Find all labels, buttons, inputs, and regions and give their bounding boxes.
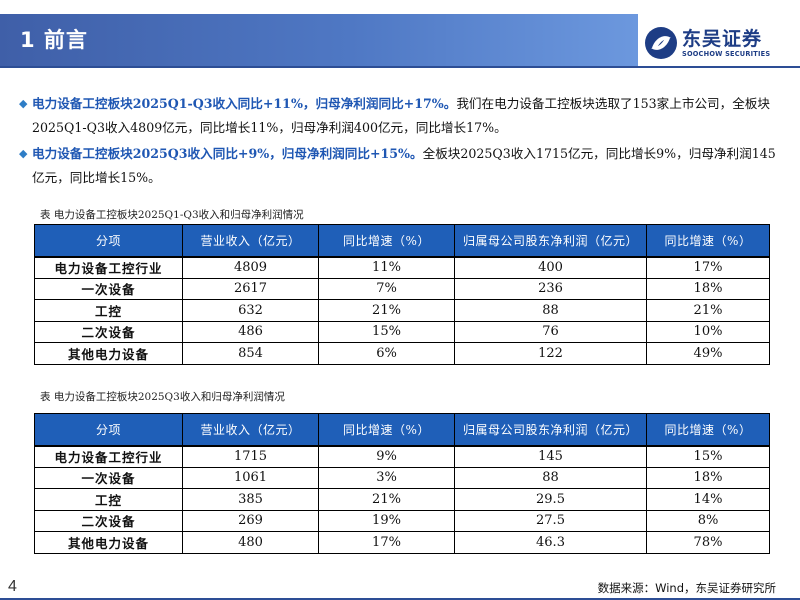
table-cell: 122 (454, 342, 647, 365)
page-title: 1 前言 (20, 28, 88, 52)
table-row: 二次设备 486 15% 76 10% (34, 320, 770, 343)
table-cell: 236 (454, 277, 647, 300)
page-number: 4 (8, 578, 17, 595)
table-cell: 78% (646, 531, 770, 554)
table-cell: 17% (646, 255, 770, 279)
header-cell: 同比增速（%） (646, 224, 770, 257)
table-cell: 18% (646, 277, 770, 300)
header-cell: 同比增速（%） (318, 413, 455, 446)
table-cell: 二次设备 (34, 509, 183, 532)
header-cell: 分项 (34, 413, 183, 446)
table-cell: 486 (182, 320, 319, 343)
table-cell: 27.5 (454, 509, 647, 532)
table-cell: 88 (454, 466, 647, 489)
table-row: 其他电力设备 854 6% 122 49% (34, 342, 770, 365)
bullet-point: ◆ 电力设备工控板块2025Q1-Q3收入同比+11%，归母净利润同比+17%。… (19, 92, 784, 140)
table-header-row: 分项 营业收入（亿元） 同比增速（%） 归属母公司股东净利润（亿元） 同比增速（… (34, 224, 770, 257)
table-cell: 21% (318, 488, 455, 511)
revenue-table-q1-q3: 分项 营业收入（亿元） 同比增速（%） 归属母公司股东净利润（亿元） 同比增速（… (34, 224, 770, 365)
table-cell: 其他电力设备 (34, 531, 183, 554)
table-caption: 表 电力设备工控板块2025Q1-Q3收入和归母净利润情况 (40, 209, 304, 221)
table-cell: 14% (646, 488, 770, 511)
table-cell: 19% (318, 509, 455, 532)
table-cell: 二次设备 (34, 320, 183, 343)
soochow-logo-icon (645, 27, 677, 59)
table-cell: 工控 (34, 299, 183, 322)
header-cell: 营业收入（亿元） (182, 413, 319, 446)
table-cell: 10% (646, 320, 770, 343)
bullet-text: 我们在电力设备工控板块选取了153家上市公司，全板块2025Q1-Q3收入480… (32, 96, 771, 135)
table-cell: 29.5 (454, 488, 647, 511)
table-cell: 1715 (182, 444, 319, 468)
table-cell: 一次设备 (34, 277, 183, 300)
table-cell: 工控 (34, 488, 183, 511)
table-cell: 385 (182, 488, 319, 511)
table-cell: 7% (318, 277, 455, 300)
bullet-lead: 电力设备工控板块2025Q3收入同比+9%，归母净利润同比+15%。 (32, 146, 423, 161)
logo-text-cn: 东吴证券 (682, 28, 763, 50)
table-cell: 1061 (182, 466, 319, 489)
table-row: 工控 632 21% 88 21% (34, 299, 770, 322)
table-cell: 9% (318, 444, 455, 468)
table-header-row: 分项 营业收入（亿元） 同比增速（%） 归属母公司股东净利润（亿元） 同比增速（… (34, 413, 770, 446)
logo-text-en: SOOCHOW SECURITIES (682, 50, 771, 58)
table-cell: 400 (454, 255, 647, 279)
bullet-text: 全板块2025Q3收入1715亿元，同比增长9%，归母净利润145亿元，同比增长… (32, 146, 776, 185)
revenue-table-q3: 分项 营业收入（亿元） 同比增速（%） 归属母公司股东净利润（亿元） 同比增速（… (34, 413, 770, 554)
table-cell: 854 (182, 342, 319, 365)
header-cell: 营业收入（亿元） (182, 224, 319, 257)
data-source: 数据来源：Wind，东吴证券研究所 (597, 581, 776, 595)
table-cell: 15% (646, 444, 770, 468)
diamond-bullet-icon: ◆ (19, 147, 28, 160)
table-cell: 8% (646, 509, 770, 532)
table-cell: 18% (646, 466, 770, 489)
table-cell: 46.3 (454, 531, 647, 554)
table-cell: 15% (318, 320, 455, 343)
bullet-lead: 电力设备工控板块2025Q1-Q3收入同比+11%，归母净利润同比+17%。 (32, 96, 457, 111)
header-bar (0, 14, 638, 66)
table-cell: 电力设备工控行业 (34, 255, 183, 279)
table-row: 一次设备 1061 3% 88 18% (34, 466, 770, 489)
diamond-bullet-icon: ◆ (19, 97, 28, 110)
table-row: 其他电力设备 480 17% 46.3 78% (34, 531, 770, 554)
table-cell: 17% (318, 531, 455, 554)
table-cell: 145 (454, 444, 647, 468)
table-cell: 269 (182, 509, 319, 532)
table-cell: 632 (182, 299, 319, 322)
bullet-point: ◆ 电力设备工控板块2025Q3收入同比+9%，归母净利润同比+15%。全板块2… (19, 142, 784, 190)
table-cell: 6% (318, 342, 455, 365)
footer-divider (0, 598, 800, 600)
table-cell: 电力设备工控行业 (34, 444, 183, 468)
header-cell: 归属母公司股东净利润（亿元） (454, 413, 647, 446)
header-cell: 分项 (34, 224, 183, 257)
table-row: 工控 385 21% 29.5 14% (34, 488, 770, 511)
table-cell: 21% (646, 299, 770, 322)
table-cell: 4809 (182, 255, 319, 279)
table-caption: 表 电力设备工控板块2025Q3收入和归母净利润情况 (40, 391, 285, 403)
table-cell: 一次设备 (34, 466, 183, 489)
header-cell: 同比增速（%） (646, 413, 770, 446)
table-cell: 11% (318, 255, 455, 279)
header-cell: 同比增速（%） (318, 224, 455, 257)
company-logo: 东吴证券 SOOCHOW SECURITIES (644, 24, 794, 64)
table-cell: 49% (646, 342, 770, 365)
table-row: 电力设备工控行业 4809 11% 400 17% (34, 255, 770, 279)
table-cell: 76 (454, 320, 647, 343)
header-cell: 归属母公司股东净利润（亿元） (454, 224, 647, 257)
table-cell: 88 (454, 299, 647, 322)
table-row: 二次设备 269 19% 27.5 8% (34, 509, 770, 532)
table-cell: 其他电力设备 (34, 342, 183, 365)
table-cell: 21% (318, 299, 455, 322)
header-divider (0, 66, 800, 68)
table-cell: 3% (318, 466, 455, 489)
table-row: 电力设备工控行业 1715 9% 145 15% (34, 444, 770, 468)
table-cell: 2617 (182, 277, 319, 300)
table-cell: 480 (182, 531, 319, 554)
table-row: 一次设备 2617 7% 236 18% (34, 277, 770, 300)
